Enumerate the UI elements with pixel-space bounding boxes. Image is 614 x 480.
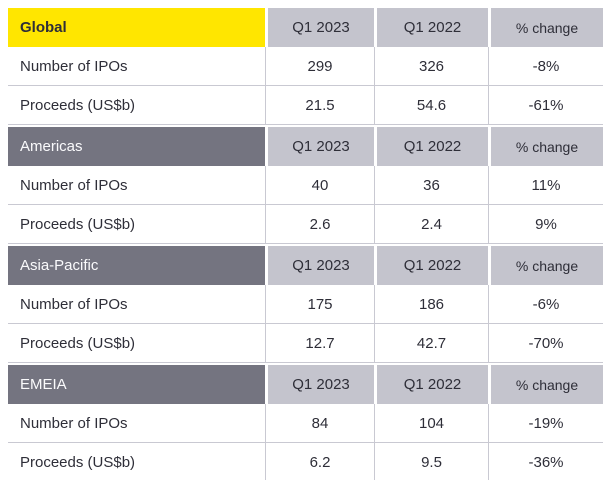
cell-value: -8% [488,47,603,85]
table-row: Number of IPOs 40 36 11% [8,166,603,205]
cell-value: 299 [265,47,374,85]
region-header-asia-pacific: Asia-Pacific [8,246,265,285]
cell-value: 54.6 [374,86,488,124]
cell-value: 326 [374,47,488,85]
column-header-pct-change: % change [488,365,603,404]
region-header-global: Global [8,8,265,47]
cell-value: -19% [488,404,603,442]
column-header-q1-2022: Q1 2022 [374,246,488,285]
cell-value: 6.2 [265,443,374,480]
cell-value: 2.4 [374,205,488,243]
row-label: Number of IPOs [20,176,128,194]
cell-value: 11% [488,166,603,204]
table-row: Number of IPOs 299 326 -8% [8,47,603,86]
table-row: Number of IPOs 175 186 -6% [8,285,603,324]
table-row: Proceeds (US$b) 12.7 42.7 -70% [8,324,603,363]
cell-value: 36 [374,166,488,204]
ipo-activity-table: Global Q1 2023 Q1 2022 % change Number o… [8,8,603,480]
cell-value: 186 [374,285,488,323]
column-header-q1-2022: Q1 2022 [374,127,488,166]
cell-value: 9.5 [374,443,488,480]
column-header-q1-2023: Q1 2023 [265,365,374,404]
section-emeia: EMEIA Q1 2023 Q1 2022 % change Number of… [8,365,603,480]
row-label: Proceeds (US$b) [20,334,136,352]
cell-value: 40 [265,166,374,204]
cell-value: 2.6 [265,205,374,243]
cell-value: -61% [488,86,603,124]
column-header-pct-change: % change [488,127,603,166]
cell-value: 21.5 [265,86,374,124]
section-header-row: Americas Q1 2023 Q1 2022 % change [8,127,603,166]
table-row: Proceeds (US$b) 21.5 54.6 -61% [8,86,603,125]
cell-value: -70% [488,324,603,362]
row-label: Number of IPOs [20,57,128,75]
cell-value: 104 [374,404,488,442]
cell-value: 12.7 [265,324,374,362]
cell-value: -6% [488,285,603,323]
column-header-q1-2023: Q1 2023 [265,246,374,285]
cell-value: 175 [265,285,374,323]
section-global: Global Q1 2023 Q1 2022 % change Number o… [8,8,603,125]
region-header-emeia: EMEIA [8,365,265,404]
cell-value: 9% [488,205,603,243]
section-header-row: Asia-Pacific Q1 2023 Q1 2022 % change [8,246,603,285]
column-header-pct-change: % change [488,246,603,285]
section-header-row: Global Q1 2023 Q1 2022 % change [8,8,603,47]
column-header-q1-2023: Q1 2023 [265,8,374,47]
cell-value: 84 [265,404,374,442]
cell-value: -36% [488,443,603,480]
table-row: Proceeds (US$b) 6.2 9.5 -36% [8,443,603,480]
table-row: Number of IPOs 84 104 -19% [8,404,603,443]
section-americas: Americas Q1 2023 Q1 2022 % change Number… [8,127,603,244]
row-label: Number of IPOs [20,414,128,432]
table-row: Proceeds (US$b) 2.6 2.4 9% [8,205,603,244]
column-header-q1-2023: Q1 2023 [265,127,374,166]
column-header-q1-2022: Q1 2022 [374,8,488,47]
column-header-q1-2022: Q1 2022 [374,365,488,404]
region-header-americas: Americas [8,127,265,166]
row-label: Proceeds (US$b) [20,96,136,114]
row-label: Proceeds (US$b) [20,215,136,233]
column-header-pct-change: % change [488,8,603,47]
row-label: Proceeds (US$b) [20,453,136,471]
section-asia-pacific: Asia-Pacific Q1 2023 Q1 2022 % change Nu… [8,246,603,363]
row-label: Number of IPOs [20,295,128,313]
section-header-row: EMEIA Q1 2023 Q1 2022 % change [8,365,603,404]
cell-value: 42.7 [374,324,488,362]
